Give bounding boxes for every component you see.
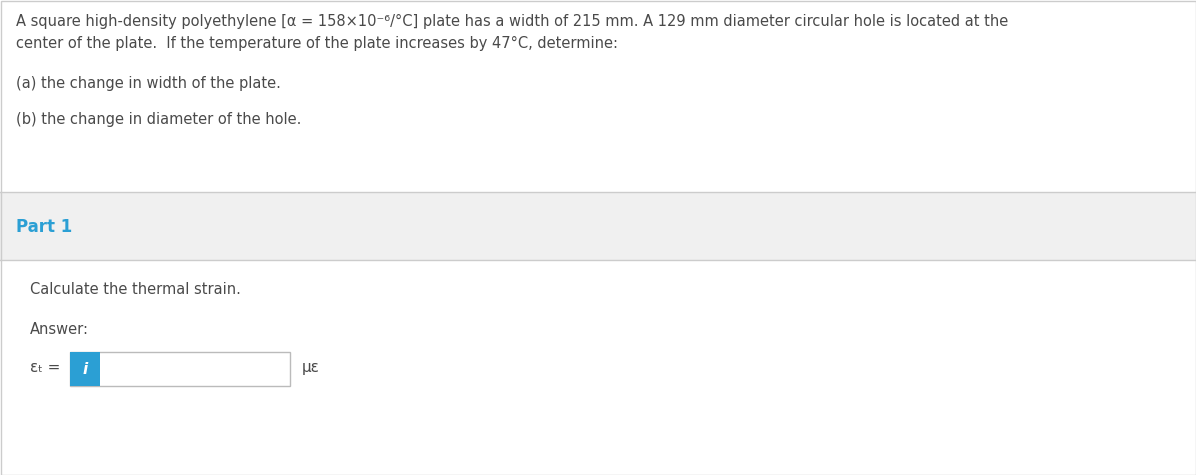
Text: i: i	[83, 361, 87, 377]
Bar	[0, 0, 1196, 192]
Bar	[0, 192, 1196, 260]
Text: Calculate the thermal strain.: Calculate the thermal strain.	[30, 282, 240, 297]
Text: (b) the change in diameter of the hole.: (b) the change in diameter of the hole.	[16, 112, 301, 127]
Text: εₜ =: εₜ =	[30, 360, 60, 375]
Text: (a) the change in width of the plate.: (a) the change in width of the plate.	[16, 76, 281, 91]
Text: center of the plate.  If the temperature of the plate increases by 47°C, determi: center of the plate. If the temperature …	[16, 36, 618, 51]
Bar	[71, 352, 100, 386]
Text: Answer:: Answer:	[30, 322, 89, 337]
Text: με: με	[303, 360, 319, 375]
Text: A square high-density polyethylene [α = 158×10⁻⁶/°C] plate has a width of 215 mm: A square high-density polyethylene [α = …	[16, 14, 1008, 29]
Bar	[71, 352, 289, 386]
Text: Part 1: Part 1	[16, 218, 72, 236]
Bar	[0, 260, 1196, 475]
